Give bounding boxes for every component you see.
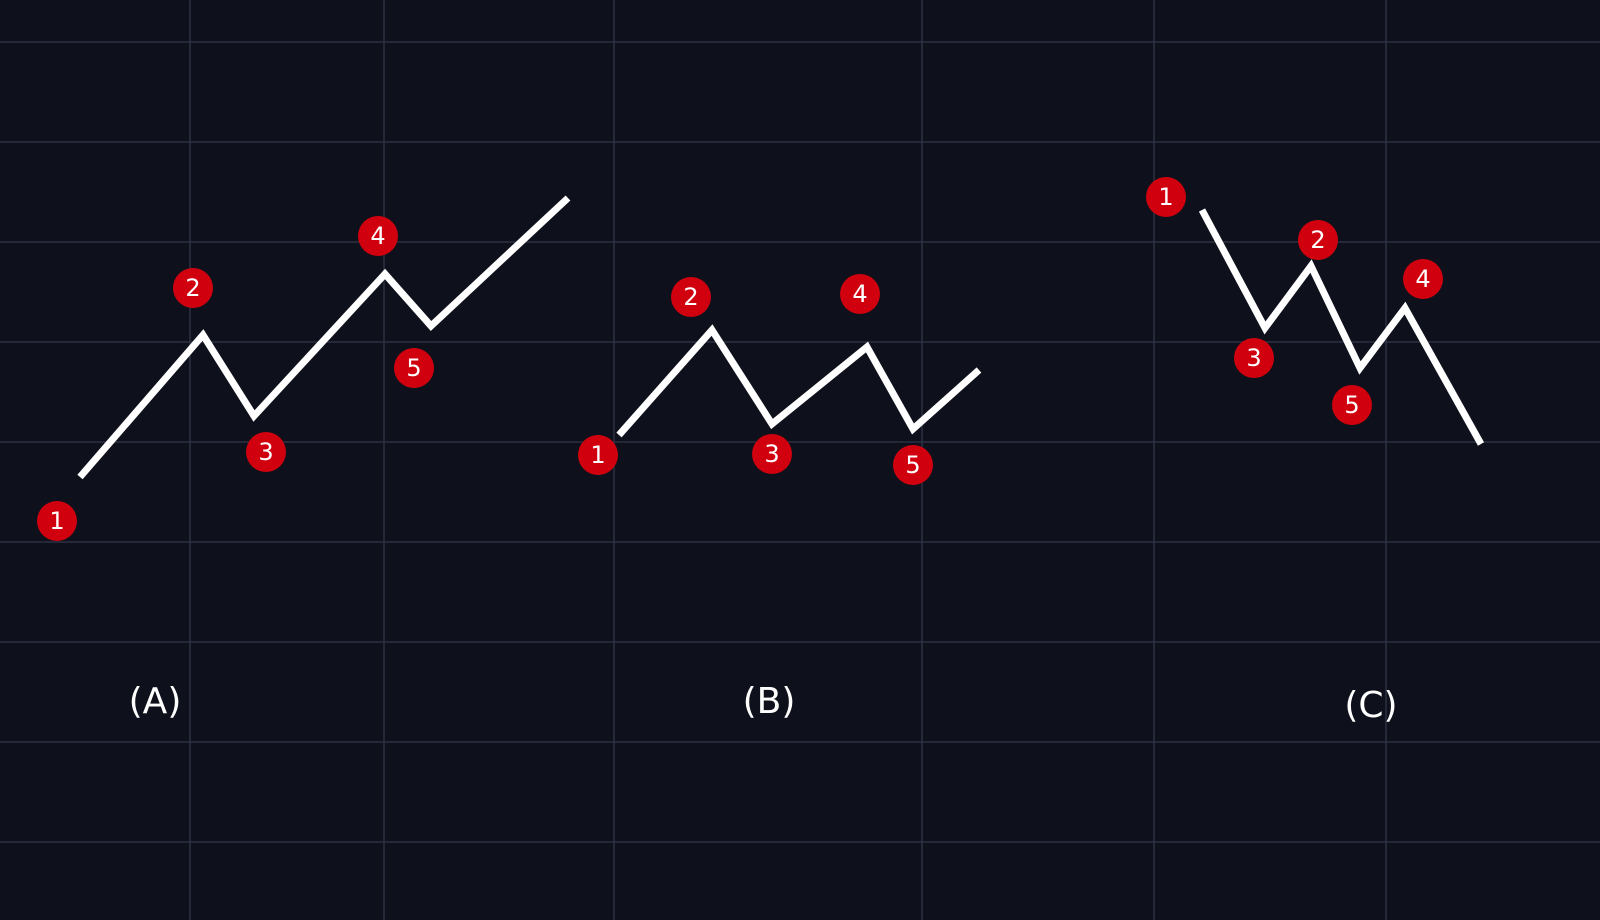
svg-text:5: 5 (905, 451, 920, 479)
point-badge-b-3: 3 (752, 434, 792, 474)
svg-text:1: 1 (49, 507, 64, 535)
point-badge-b-5: 5 (893, 445, 933, 485)
point-badge-a-5: 5 (394, 348, 434, 388)
svg-text:1: 1 (1158, 183, 1173, 211)
wave-line-c (1198, 208, 1485, 446)
panel-b: 1 2 3 4 5 (B) (578, 274, 982, 722)
point-badge-c-4: 4 (1403, 259, 1443, 299)
svg-text:1: 1 (590, 441, 605, 469)
svg-text:2: 2 (1310, 226, 1325, 254)
svg-text:4: 4 (370, 222, 385, 250)
point-badge-c-2: 2 (1298, 220, 1338, 260)
svg-text:3: 3 (764, 440, 779, 468)
svg-text:5: 5 (406, 354, 421, 382)
point-badge-a-1: 1 (37, 501, 77, 541)
panel-a: 1 2 3 4 5 (A) (37, 195, 571, 722)
point-badge-c-1: 1 (1146, 177, 1186, 217)
panel-caption-c: (C) (1344, 685, 1397, 726)
point-badge-c-5: 5 (1332, 385, 1372, 425)
point-badge-b-2: 2 (671, 277, 711, 317)
svg-text:4: 4 (852, 280, 867, 308)
svg-text:2: 2 (185, 274, 200, 302)
svg-text:2: 2 (683, 283, 698, 311)
svg-text:3: 3 (258, 438, 273, 466)
point-badge-a-2: 2 (173, 268, 213, 308)
point-badge-c-3: 3 (1234, 338, 1274, 378)
wave-line-b (616, 324, 982, 438)
panel-caption-b: (B) (743, 681, 796, 722)
svg-text:5: 5 (1344, 391, 1359, 419)
point-badge-a-4: 4 (358, 216, 398, 256)
point-badge-b-4: 4 (840, 274, 880, 314)
svg-text:3: 3 (1246, 344, 1261, 372)
point-badge-a-3: 3 (246, 432, 286, 472)
panel-c: 1 2 3 4 5 (C) (1146, 177, 1485, 726)
svg-text:4: 4 (1415, 265, 1430, 293)
point-badge-b-1: 1 (578, 435, 618, 475)
wave-line-a (77, 195, 571, 480)
panel-caption-a: (A) (129, 681, 182, 722)
